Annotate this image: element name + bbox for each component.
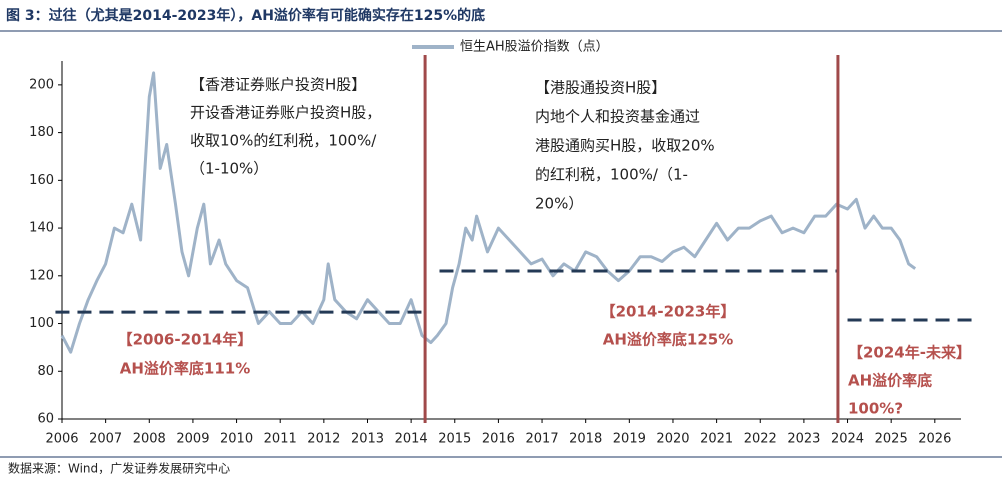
annotation: 【港股通投资H股】 [535, 79, 666, 97]
x-tick-label: 2016 [482, 432, 515, 447]
chart-title: 图 3：过往（尤其是2014-2023年），AH溢价率有可能确实存在125%的底 [6, 7, 485, 24]
x-tick-label: 2022 [744, 432, 777, 447]
x-tick-label: 2011 [264, 432, 297, 447]
x-tick-label: 2008 [133, 432, 166, 447]
x-tick-label: 2017 [526, 432, 559, 447]
annotation: 【香港证券账户投资H股】 [190, 76, 366, 94]
y-tick-label: 180 [29, 125, 54, 140]
y-tick-label: 120 [29, 268, 54, 283]
x-tick-label: 2009 [176, 432, 209, 447]
y-tick-label: 160 [29, 173, 54, 188]
annotation: 的红利税，100%/（1- [535, 166, 688, 184]
annotation: 收取10%的红利税，100%/ [190, 132, 377, 150]
x-tick-label: 2012 [307, 432, 340, 447]
x-tick-label: 2021 [700, 432, 733, 447]
legend-label: 恒生AH股溢价指数（点） [460, 40, 609, 55]
x-tick-label: 2010 [220, 432, 253, 447]
x-tick-label: 2015 [438, 432, 471, 447]
x-tick-label: 2014 [395, 432, 428, 447]
x-tick-label: 2026 [918, 432, 951, 447]
source: 数据来源：Wind，广发证券发展研究中心 [8, 461, 230, 476]
annotation: （1-10%） [190, 160, 268, 178]
y-tick-label: 140 [29, 221, 54, 236]
x-tick-label: 2013 [351, 432, 384, 447]
annotation: 【2014-2023年】 [601, 303, 736, 321]
annotation: AH溢价率底125% [603, 331, 734, 349]
x-tick-label: 2023 [787, 432, 820, 447]
annotation: 开设香港证券账户投资H股， [190, 104, 381, 122]
y-tick-label: 100 [29, 316, 54, 331]
y-tick-label: 80 [37, 364, 54, 379]
annotation: 港股通购买H股，收取20% [535, 137, 715, 155]
x-tick-label: 2019 [613, 432, 646, 447]
y-tick-label: 200 [29, 77, 54, 92]
annotation: AH溢价率底 [848, 372, 932, 390]
x-tick-label: 2024 [831, 432, 864, 447]
x-tick-label: 2020 [656, 432, 689, 447]
annotation: 内地个人和投资基金通过 [535, 108, 700, 126]
x-tick-label: 2007 [89, 432, 122, 447]
annotation: 100%? [848, 400, 903, 418]
annotation: AH溢价率底111% [120, 360, 251, 378]
annotation: 【2024年-未来】 [848, 344, 971, 362]
x-tick-label: 2006 [45, 432, 78, 447]
x-tick-label: 2025 [875, 432, 908, 447]
series-line [60, 71, 917, 354]
annotation: 【2006-2014年】 [118, 331, 253, 349]
x-tick-label: 2018 [569, 432, 602, 447]
y-tick-label: 60 [37, 412, 54, 427]
annotation: 20%） [535, 195, 583, 213]
